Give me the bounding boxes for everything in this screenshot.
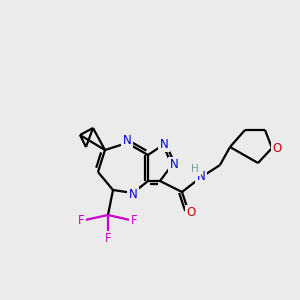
Text: N: N bbox=[123, 134, 131, 148]
Text: F: F bbox=[105, 232, 111, 245]
Text: F: F bbox=[78, 214, 84, 226]
Text: N: N bbox=[129, 188, 137, 202]
Text: N: N bbox=[196, 170, 206, 184]
Text: H: H bbox=[191, 164, 199, 174]
Text: O: O bbox=[186, 206, 196, 220]
Text: O: O bbox=[272, 142, 282, 154]
Text: N: N bbox=[160, 137, 168, 151]
Text: F: F bbox=[131, 214, 137, 226]
Text: N: N bbox=[169, 158, 178, 172]
